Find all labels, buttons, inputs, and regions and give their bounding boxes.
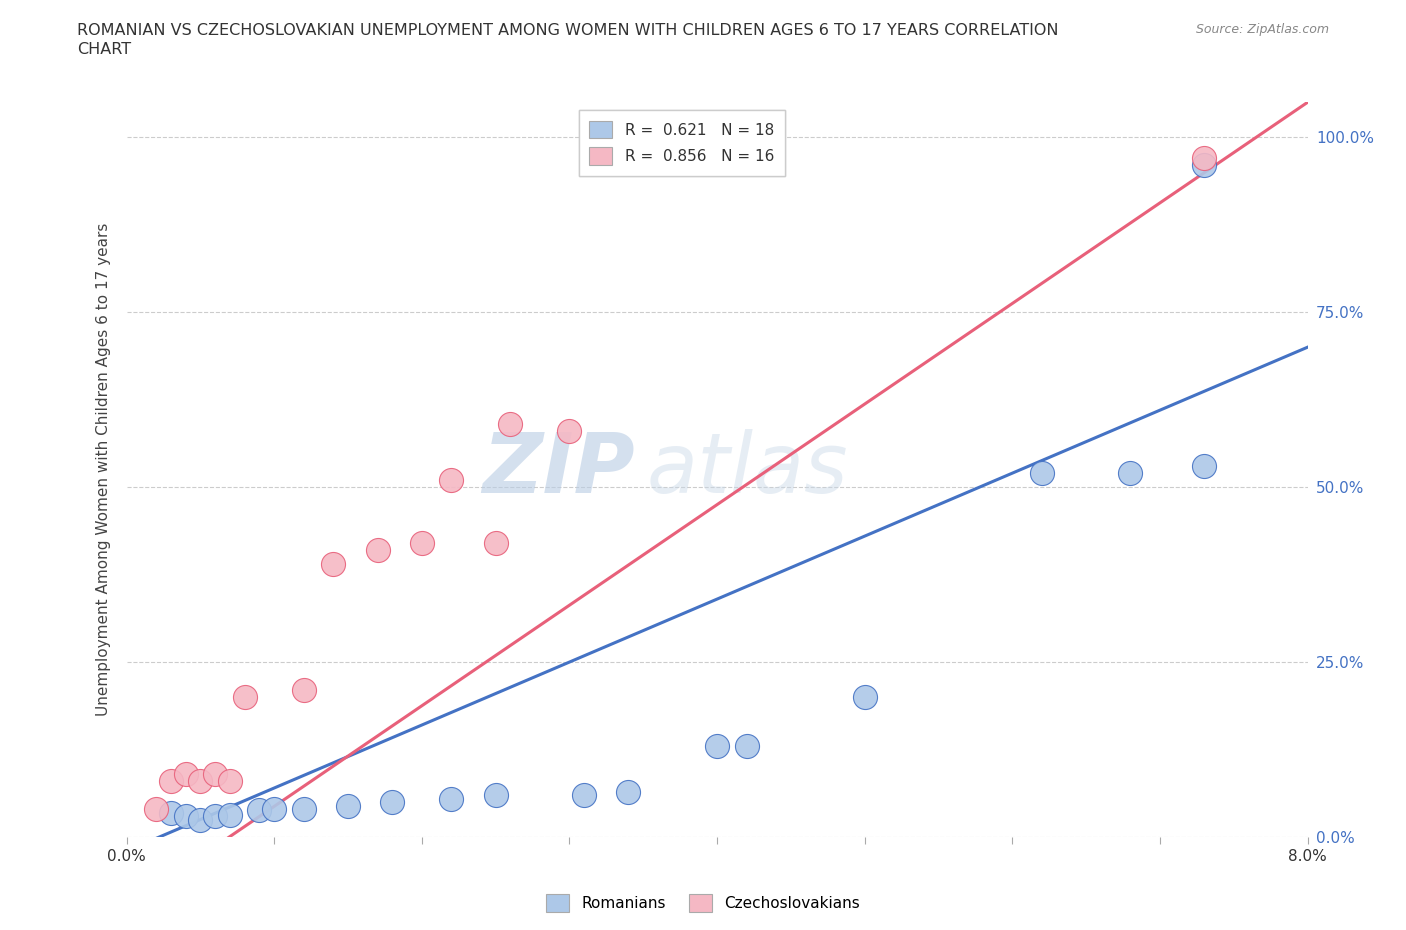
Romanians xyxy=(381,794,404,809)
Czechoslovakians xyxy=(558,424,581,439)
Romanians xyxy=(853,690,876,705)
Czechoslovakians xyxy=(322,557,344,572)
Romanians xyxy=(188,812,212,827)
Romanians xyxy=(1031,466,1053,481)
Y-axis label: Unemployment Among Women with Children Ages 6 to 17 years: Unemployment Among Women with Children A… xyxy=(96,223,111,716)
Romanians xyxy=(219,807,242,822)
Text: Source: ZipAtlas.com: Source: ZipAtlas.com xyxy=(1195,23,1329,36)
Text: ZIP: ZIP xyxy=(482,429,634,511)
Czechoslovakians xyxy=(411,536,433,551)
Czechoslovakians xyxy=(499,417,522,432)
Czechoslovakians xyxy=(440,472,463,487)
Czechoslovakians xyxy=(160,774,183,789)
Czechoslovakians xyxy=(233,690,256,705)
Romanians xyxy=(735,738,758,753)
Romanians xyxy=(204,808,226,823)
Text: CHART: CHART xyxy=(77,42,131,57)
Czechoslovakians xyxy=(204,766,226,781)
Czechoslovakians xyxy=(1192,151,1215,166)
Romanians xyxy=(292,802,315,817)
Czechoslovakians xyxy=(292,683,315,698)
Romanians xyxy=(574,788,596,803)
Romanians xyxy=(1192,158,1215,173)
Legend: Romanians, Czechoslovakians: Romanians, Czechoslovakians xyxy=(540,888,866,918)
Romanians xyxy=(484,788,508,803)
Romanians xyxy=(617,784,640,799)
Romanians xyxy=(1119,466,1142,481)
Romanians xyxy=(337,798,360,813)
Romanians xyxy=(706,738,728,753)
Text: ROMANIAN VS CZECHOSLOVAKIAN UNEMPLOYMENT AMONG WOMEN WITH CHILDREN AGES 6 TO 17 : ROMANIAN VS CZECHOSLOVAKIAN UNEMPLOYMENT… xyxy=(77,23,1059,38)
Czechoslovakians xyxy=(484,536,508,551)
Text: atlas: atlas xyxy=(647,429,848,511)
Czechoslovakians xyxy=(367,543,389,558)
Czechoslovakians xyxy=(188,774,212,789)
Romanians xyxy=(160,805,183,820)
Czechoslovakians xyxy=(145,802,167,817)
Czechoslovakians xyxy=(219,774,242,789)
Romanians xyxy=(263,802,285,817)
Romanians xyxy=(1192,458,1215,473)
Czechoslovakians xyxy=(174,766,197,781)
Romanians xyxy=(174,808,197,823)
Legend: R =  0.621   N = 18, R =  0.856   N = 16: R = 0.621 N = 18, R = 0.856 N = 16 xyxy=(579,110,785,176)
Romanians xyxy=(440,791,463,806)
Romanians xyxy=(249,803,271,817)
